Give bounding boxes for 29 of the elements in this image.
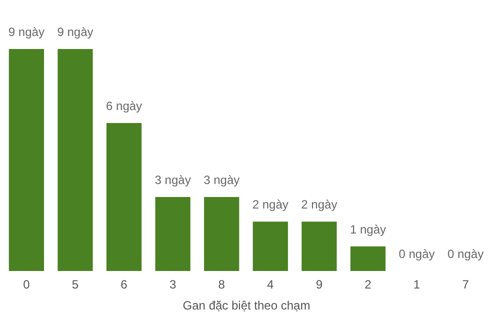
x-tick-label: 2 — [364, 278, 372, 292]
data-label: 1 ngày — [350, 222, 386, 236]
bar — [204, 197, 240, 271]
data-label: 3 ngày — [204, 173, 240, 187]
x-tick-label: 4 — [267, 278, 274, 292]
x-tick-label: 6 — [120, 278, 128, 292]
x-tick-label: 1 — [413, 278, 420, 292]
x-tick-label: 3 — [169, 278, 176, 292]
bar — [58, 49, 93, 271]
bar — [106, 123, 142, 271]
data-label: 9 ngày — [57, 25, 94, 39]
data-label: 0 ngày — [398, 247, 435, 261]
bar — [252, 222, 288, 271]
bar — [350, 246, 386, 271]
x-axis-title: Gan đặc biệt theo chạm — [182, 298, 310, 312]
data-label: 0 ngày — [448, 247, 484, 261]
x-tick-label: 7 — [462, 278, 470, 292]
x-tick-label: 0 — [23, 278, 30, 292]
bar — [302, 222, 337, 271]
x-tick-label: 5 — [72, 278, 79, 292]
x-tick-label: 9 — [316, 278, 323, 292]
data-label: 6 ngày — [106, 99, 142, 113]
bar — [8, 49, 44, 271]
data-label: 9 ngày — [8, 25, 44, 39]
data-label: 2 ngày — [252, 198, 288, 212]
data-label: 3 ngày — [154, 173, 191, 187]
x-tick-label: 8 — [218, 278, 226, 292]
bar — [155, 197, 190, 271]
data-label: 2 ngày — [301, 198, 338, 212]
